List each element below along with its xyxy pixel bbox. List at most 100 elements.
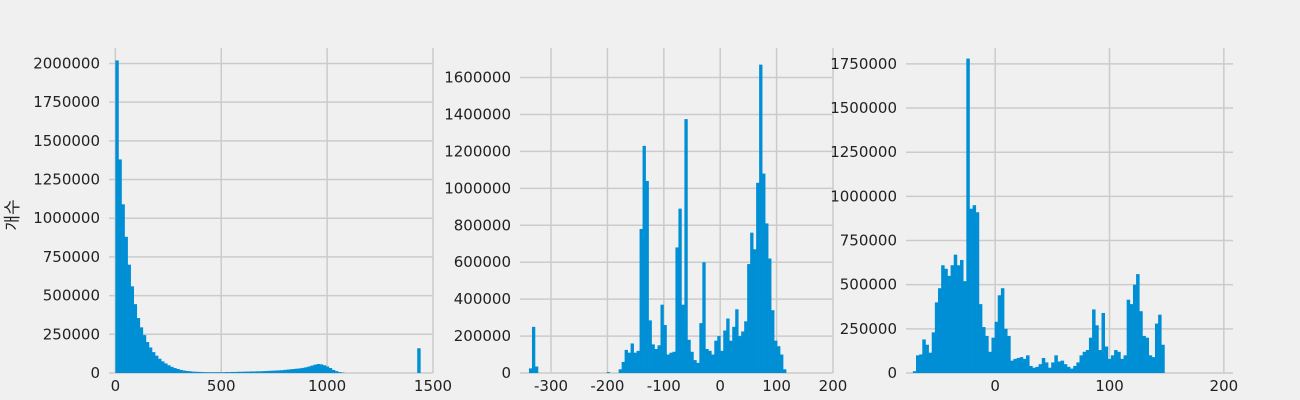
- histogram-bar: [956, 265, 961, 373]
- histogram-bar: [672, 351, 676, 373]
- y-tick-label: 0: [90, 364, 100, 382]
- histogram-bar: [675, 247, 679, 373]
- y-tick-label: 1600000: [444, 69, 511, 87]
- histogram-bar: [194, 371, 199, 373]
- histogram-bar: [648, 320, 652, 373]
- histogram-bar: [975, 212, 980, 373]
- histogram-bar: [310, 365, 314, 373]
- y-tick-label: 1750000: [33, 93, 100, 111]
- histogram-bar: [331, 369, 336, 373]
- histogram-bar: [283, 369, 287, 373]
- histogram-bar: [1029, 365, 1033, 373]
- histogram-bar: [206, 372, 211, 373]
- histogram-bar: [197, 371, 202, 373]
- x-tick-label: 100: [1095, 377, 1124, 395]
- histogram-bar: [756, 182, 760, 373]
- histogram-bar: [928, 352, 933, 373]
- y-tick-label: 500000: [43, 287, 100, 305]
- histogram-bar: [912, 371, 917, 373]
- histogram-bar: [1013, 358, 1017, 373]
- histogram-bar: [947, 275, 951, 373]
- histogram-bar: [606, 372, 611, 373]
- x-tick-label: 200: [1210, 377, 1239, 395]
- histogram-bar: [148, 347, 153, 373]
- histogram-bar: [292, 368, 296, 373]
- histogram-bar: [252, 371, 256, 373]
- histogram-bar: [258, 371, 263, 373]
- histogram-bar: [696, 362, 700, 373]
- histogram-bar: [982, 327, 986, 373]
- histogram-bar: [139, 327, 144, 373]
- histogram-bar: [167, 365, 171, 373]
- histogram-bar: [225, 372, 229, 373]
- histogram-panel-1: 0 250000 500000 750000 1000000 1250000 1500000…: [33, 48, 452, 395]
- histogram-bar: [1132, 284, 1137, 373]
- x-tick-label: 0: [715, 377, 725, 395]
- x-tick-label: 200: [819, 377, 848, 395]
- histogram-bar: [660, 304, 664, 373]
- histogram-bar: [633, 352, 637, 373]
- y-tick-label: 250000: [43, 325, 100, 343]
- histogram-bar: [687, 339, 691, 373]
- histogram-bar: [938, 288, 942, 373]
- histogram-bar: [1079, 355, 1083, 373]
- y-tick-label: 2000000: [33, 54, 100, 72]
- histogram-bar: [931, 332, 936, 373]
- histogram-bar: [1154, 323, 1159, 373]
- histogram-bar: [636, 350, 640, 373]
- histogram-bar: [963, 281, 967, 373]
- histogram-bar: [1057, 361, 1061, 373]
- histogram-bar: [115, 60, 119, 373]
- y-tick-label: 1500000: [33, 132, 100, 150]
- histogram-bar: [972, 205, 977, 373]
- histogram-bar: [783, 369, 787, 373]
- y-tick-label: 500000: [840, 276, 897, 294]
- histogram-bar: [534, 366, 539, 373]
- histogram-bar: [699, 323, 703, 373]
- histogram-bar: [1063, 364, 1068, 373]
- histogram-bar: [142, 335, 147, 373]
- y-tick-label: 1000000: [33, 209, 100, 227]
- histogram-bar: [170, 366, 174, 373]
- histogram-bar: [1073, 365, 1077, 373]
- histogram-bar: [1139, 311, 1143, 373]
- histogram-bar: [1120, 358, 1124, 373]
- histogram-bar: [1048, 367, 1052, 373]
- histogram-bar: [325, 366, 330, 373]
- y-tick-label: 1000000: [444, 179, 511, 197]
- histogram-bar: [1000, 288, 1005, 373]
- y-tick-label: 1250000: [33, 171, 100, 189]
- histogram-bar: [304, 367, 308, 373]
- histogram-bar: [295, 368, 299, 373]
- y-tick-label: 250000: [840, 320, 897, 338]
- histogram-bar: [657, 345, 661, 373]
- histogram-bar: [991, 337, 995, 373]
- histogram-bar: [1136, 274, 1140, 373]
- histogram-bar: [934, 302, 939, 373]
- histogram-bar: [280, 370, 284, 373]
- histogram-bar: [630, 343, 634, 373]
- histogram-bar: [130, 286, 134, 373]
- histogram-bar: [1051, 362, 1055, 373]
- histogram-bar: [528, 368, 533, 373]
- histogram-bar: [151, 352, 156, 373]
- x-tick-label: -200: [590, 377, 624, 395]
- histogram-bar: [654, 348, 658, 373]
- histogram-bar: [136, 318, 141, 373]
- y-tick-label: 0: [887, 364, 897, 382]
- histogram-bar: [642, 145, 646, 373]
- histogram-bar: [666, 354, 670, 373]
- histogram-bar: [1110, 355, 1115, 373]
- histogram-bar: [618, 369, 622, 373]
- y-tick-label: 200000: [454, 327, 511, 345]
- histogram-bar: [1114, 350, 1118, 373]
- histogram-bar: [1151, 357, 1156, 373]
- histogram-bar: [231, 371, 235, 373]
- histogram-bar: [1041, 357, 1046, 373]
- histogram-bar: [771, 310, 775, 373]
- histogram-bar: [133, 304, 138, 373]
- histogram-bar: [753, 249, 757, 373]
- histogram-bar: [270, 370, 275, 373]
- histogram-bar: [1129, 304, 1134, 373]
- histogram-bar: [645, 180, 649, 373]
